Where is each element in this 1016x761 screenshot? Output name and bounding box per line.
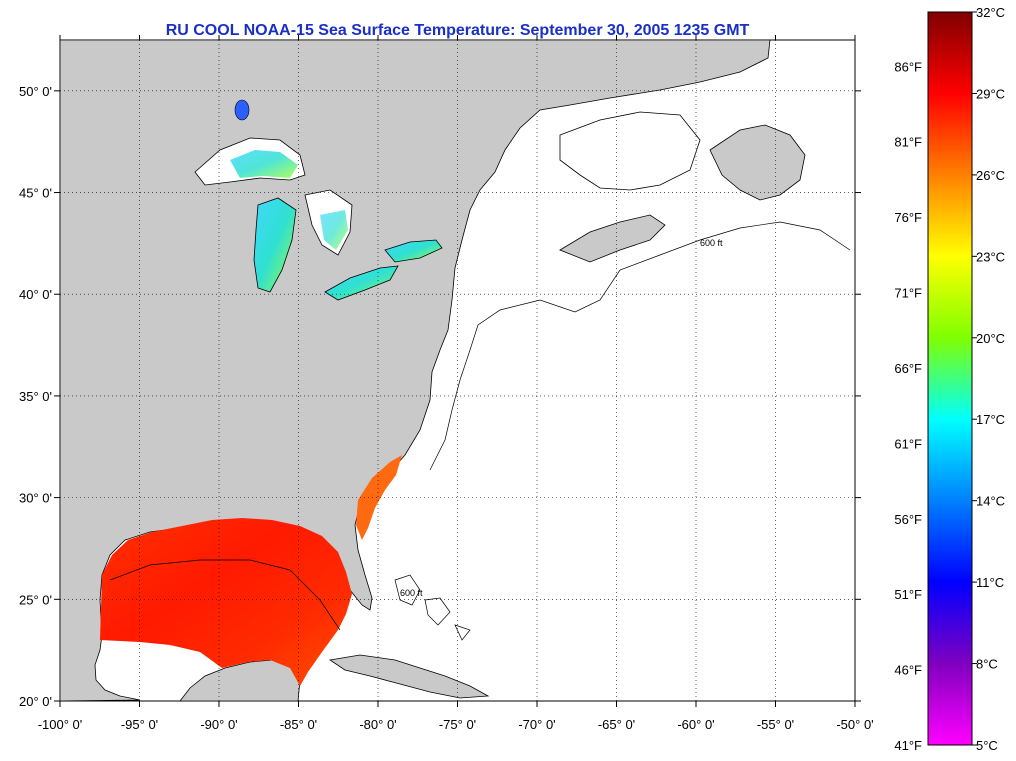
colorbar-celsius-label: 5°C: [976, 738, 998, 753]
lake-nipigon: [234, 99, 250, 121]
colorbar-celsius-label: 8°C: [976, 657, 998, 672]
lake-michigan: [253, 197, 297, 293]
lat-tick-label: 45° 0': [19, 186, 52, 201]
florida-atlantic-sst: [356, 455, 402, 540]
lake-superior-sst: [230, 150, 298, 178]
gulf-of-mexico-sst: [100, 518, 352, 686]
lon-tick-label: -55° 0': [757, 717, 794, 732]
colorbar-labels: 32°C 29°C 26°C 23°C 20°C 17°C 14°C 11°C 8°C 5°C 86…: [894, 5, 1005, 753]
colorbar-celsius-label: 32°C: [976, 5, 1005, 20]
lake-erie: [324, 265, 399, 301]
colorbar-celsius-label: 11°C: [976, 575, 1004, 590]
land-nova-scotia: [559, 214, 666, 263]
land-cuba: [328, 654, 490, 699]
lat-tick-label: 40° 0': [19, 287, 52, 302]
isobath-label-2: 600 ft: [400, 588, 423, 598]
lat-tick-label: 30° 0': [19, 491, 52, 506]
map-grid: [60, 40, 855, 701]
isobath-label-1: 600 ft: [700, 238, 723, 248]
lat-tick-label: 50° 0': [19, 84, 52, 99]
isobath-600ft: [429, 221, 851, 471]
colorbar-celsius-label: 20°C: [976, 331, 1005, 346]
colorbar-celsius-label: 26°C: [976, 168, 1005, 183]
lon-tick-label: -70° 0': [518, 717, 555, 732]
lon-tick-label: -60° 0': [677, 717, 714, 732]
colorbar-celsius-label: 14°C: [976, 494, 1005, 509]
lake-ontario: [384, 239, 443, 263]
chart-title: RU COOL NOAA-15 Sea Surface Temperature:…: [165, 22, 750, 39]
colorbar-celsius-label: 17°C: [976, 412, 1005, 427]
colorbar-celsius-label: 29°C: [976, 86, 1005, 101]
lat-tick-label: 20° 0': [19, 694, 52, 709]
lon-tick-label: -100° 0': [38, 717, 83, 732]
land-bahamas: [394, 574, 471, 641]
lon-tick-label: -50° 0': [836, 717, 873, 732]
land-newfoundland: [709, 124, 806, 201]
colorbar: [927, 11, 973, 746]
colorbar-fahrenheit-label: 56°F: [894, 512, 922, 527]
map-axes: -100° 0' -95° 0' -90° 0' -85° 0' -80° 0' -75°…: [19, 35, 874, 732]
colorbar-fahrenheit-label: 61°F: [894, 436, 922, 451]
colorbar-fahrenheit-label: 41°F: [894, 738, 922, 753]
lon-tick-label: -85° 0': [280, 717, 317, 732]
colorbar-fahrenheit-label: 81°F: [894, 135, 922, 150]
colorbar-fahrenheit-label: 76°F: [894, 210, 922, 225]
gulf-st-lawrence: [559, 111, 701, 191]
colorbar-fahrenheit-label: 46°F: [894, 663, 922, 678]
land-yucatan: [179, 659, 301, 701]
lon-tick-label: -75° 0': [439, 717, 476, 732]
colorbar-fahrenheit-label: 71°F: [894, 286, 922, 301]
colorbar-fahrenheit-label: 51°F: [894, 587, 922, 602]
lon-tick-label: -95° 0': [121, 717, 158, 732]
lat-tick-label: 35° 0': [19, 389, 52, 404]
isobath-gulf: [109, 559, 341, 631]
lon-tick-label: -80° 0': [359, 717, 396, 732]
colorbar-celsius-label: 23°C: [976, 249, 1005, 264]
lon-tick-label: -65° 0': [598, 717, 635, 732]
land-north-america: [60, 40, 771, 701]
lat-tick-label: 25° 0': [19, 592, 52, 607]
colorbar-fahrenheit-label: 86°F: [894, 59, 922, 74]
lake-huron-sst: [320, 210, 348, 250]
colorbar-fahrenheit-label: 66°F: [894, 361, 922, 376]
lon-tick-label: -90° 0': [200, 717, 237, 732]
